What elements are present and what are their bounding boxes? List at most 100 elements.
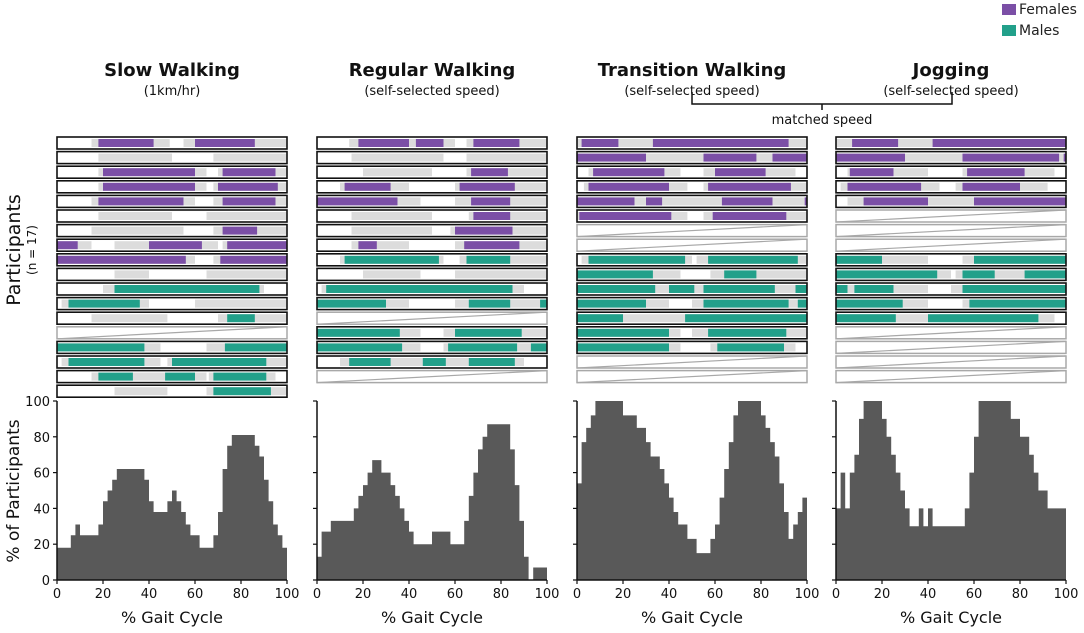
female-stance-bar bbox=[715, 168, 766, 177]
participant-row-frame bbox=[56, 355, 288, 369]
variability-bar bbox=[351, 226, 432, 235]
participant-row-frame bbox=[316, 253, 548, 267]
panel-4: Jogging (self-selected speed) 0 20 40 60 80 100… bbox=[832, 60, 1079, 627]
variability-bar bbox=[466, 153, 547, 162]
male-stance-bar bbox=[577, 270, 653, 279]
female-stance-bar bbox=[471, 168, 508, 177]
participants-count-label: (n = 17) bbox=[25, 225, 39, 275]
participant-row-frame bbox=[316, 209, 548, 223]
male-stance-bar bbox=[836, 285, 848, 293]
x-tick-label: 100 bbox=[795, 587, 820, 602]
x-tick-label: 20 bbox=[615, 587, 632, 602]
participant-row bbox=[576, 311, 808, 326]
participant-row bbox=[835, 355, 1067, 369]
male-stance-bar bbox=[708, 328, 787, 337]
male-stance-bar bbox=[213, 387, 271, 396]
participant-row-frame bbox=[835, 150, 1067, 165]
participant-row-frame bbox=[56, 282, 288, 296]
variability-bar bbox=[577, 153, 807, 162]
participant-row-frame bbox=[316, 136, 548, 150]
female-stance-bar bbox=[577, 197, 635, 206]
x-axis-label: % Gait Cycle bbox=[121, 608, 223, 627]
participant-row bbox=[316, 282, 548, 296]
participant-row bbox=[835, 194, 1067, 209]
male-stance-bar bbox=[349, 358, 391, 366]
participant-row-missing-slash bbox=[835, 209, 1067, 223]
variability-bar bbox=[195, 299, 287, 308]
participant-row-frame bbox=[56, 136, 288, 150]
participant-row bbox=[56, 326, 288, 340]
participant-row-frame bbox=[316, 165, 548, 179]
female-stance-bar bbox=[344, 182, 391, 191]
participant-row bbox=[576, 253, 808, 267]
x-tick-label: 0 bbox=[832, 587, 840, 602]
female-stance-bar bbox=[464, 241, 520, 250]
male-stance-bar bbox=[962, 270, 995, 279]
female-stance-bar bbox=[455, 226, 513, 235]
female-stance-bar bbox=[772, 153, 807, 162]
participant-row-frame bbox=[576, 282, 808, 296]
x-tick-label: 20 bbox=[95, 587, 112, 602]
x-tick-label: 20 bbox=[874, 587, 891, 602]
female-stance-bar bbox=[962, 182, 1020, 191]
participant-row bbox=[56, 136, 288, 150]
participant-row-missing-slash bbox=[576, 355, 808, 369]
male-stance-bar bbox=[68, 358, 145, 366]
participant-row-frame bbox=[56, 340, 288, 355]
female-stance-bar bbox=[195, 139, 255, 147]
female-stance-bar bbox=[227, 241, 287, 250]
panel-subtitle: (self-selected speed) bbox=[883, 84, 1018, 99]
participants-axis-label: Participants bbox=[3, 194, 25, 306]
variability-bar bbox=[114, 270, 149, 279]
participant-row bbox=[316, 165, 548, 179]
participant-row-frame bbox=[576, 296, 808, 311]
male-stance-bar bbox=[57, 343, 145, 352]
female-stance-bar bbox=[103, 168, 195, 177]
male-stance-bar bbox=[669, 285, 695, 293]
percent-participants-axis-label: % of Participants bbox=[4, 419, 24, 562]
female-stance-bar bbox=[317, 197, 398, 206]
participant-row-frame bbox=[56, 223, 288, 238]
variability-bar bbox=[91, 226, 184, 235]
female-stance-bar bbox=[222, 197, 276, 206]
female-stance-bar bbox=[836, 153, 905, 162]
male-stance-bar bbox=[703, 285, 775, 293]
male-stance-bar bbox=[317, 328, 400, 337]
male-stance-bar bbox=[717, 343, 784, 352]
male-stance-bar bbox=[836, 299, 903, 308]
participant-row-frame bbox=[316, 223, 548, 238]
participant-row-frame bbox=[316, 150, 548, 165]
participant-row-frame bbox=[316, 355, 548, 369]
female-stance-bar bbox=[588, 182, 669, 191]
variability-bar bbox=[98, 153, 172, 162]
male-stance-bar bbox=[1024, 270, 1066, 279]
participant-row bbox=[835, 267, 1067, 282]
legend: Females Males bbox=[1002, 2, 1077, 39]
male-stance-bar bbox=[165, 372, 195, 381]
female-stance-bar bbox=[579, 212, 672, 220]
matched-speed-bracket-line bbox=[691, 92, 953, 110]
male-stance-bar bbox=[928, 314, 1039, 323]
participant-row bbox=[576, 180, 808, 194]
participant-row-frame bbox=[316, 325, 548, 340]
participant-row bbox=[56, 355, 288, 369]
legend-swatch-males bbox=[1002, 25, 1016, 36]
variability-bar bbox=[98, 212, 172, 220]
participant-row-missing-slash bbox=[56, 326, 288, 340]
female-stance-bar bbox=[459, 182, 515, 191]
participant-row-missing-slash bbox=[835, 355, 1067, 369]
panel-subtitle: (self-selected speed) bbox=[624, 84, 759, 99]
participant-row bbox=[56, 209, 288, 223]
participant-row-frame bbox=[56, 238, 288, 252]
male-stance-bar bbox=[468, 358, 515, 366]
male-stance-bar bbox=[577, 328, 669, 337]
panel-title: Slow Walking bbox=[104, 60, 240, 81]
participant-row-bg bbox=[836, 253, 1066, 266]
participant-row-missing-slash bbox=[835, 224, 1067, 238]
participant-row-frame bbox=[576, 267, 808, 282]
variability-bar bbox=[955, 270, 1066, 279]
x-tick-label: 60 bbox=[966, 587, 983, 602]
participant-row bbox=[56, 253, 288, 267]
participant-row bbox=[56, 238, 288, 252]
